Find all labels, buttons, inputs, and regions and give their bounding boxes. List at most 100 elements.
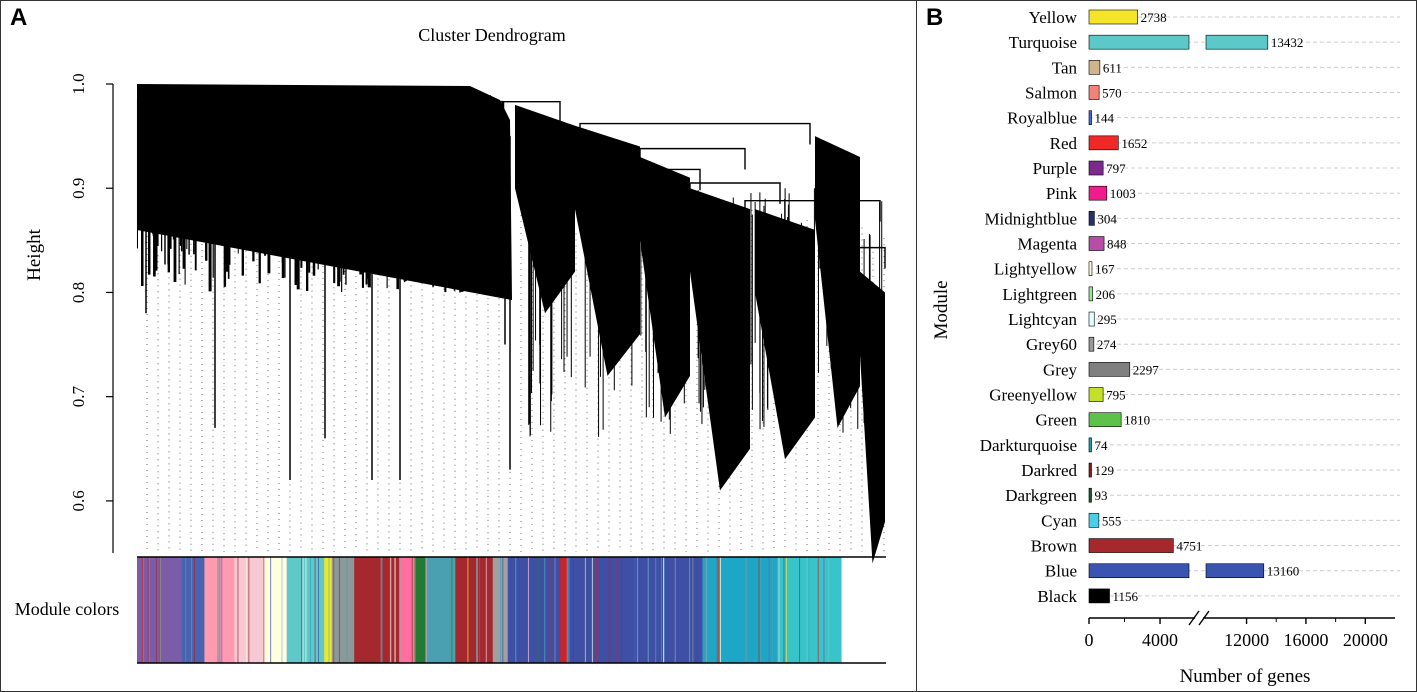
module-color-band	[264, 557, 287, 663]
module-color-stripe	[573, 557, 574, 663]
bar-category-label: Lightgreen	[1002, 285, 1077, 304]
module-color-stripe	[194, 557, 195, 663]
bar-category-label: Grey	[1043, 360, 1077, 379]
bar-rows: Yellow 2738 Turquoise 13432 Tan 611 Salmon 570 R…	[980, 8, 1304, 606]
bar	[1206, 564, 1264, 578]
module-color-stripe	[381, 557, 382, 663]
bar-value-label: 129	[1095, 463, 1115, 478]
module-color-stripe	[318, 557, 319, 663]
module-color-stripe	[315, 557, 316, 663]
module-color-stripe	[414, 557, 415, 663]
bar-value-label: 206	[1096, 287, 1116, 302]
module-colors-label: Module colors	[15, 599, 119, 619]
bar-category-label: Blue	[1045, 562, 1077, 581]
y-tick-label: 0.9	[69, 178, 88, 199]
bar	[1089, 86, 1099, 100]
module-color-stripe	[442, 557, 443, 663]
module-color-band	[324, 557, 332, 663]
module-color-stripe	[263, 557, 264, 663]
module-color-stripe	[149, 557, 150, 663]
module-color-stripe	[430, 557, 431, 663]
bar-value-label: 797	[1106, 161, 1126, 176]
module-color-stripe	[305, 557, 306, 663]
bar-value-label: 555	[1102, 513, 1122, 528]
module-color-stripe	[799, 557, 800, 663]
module-color-band	[354, 557, 399, 663]
bar	[1089, 413, 1121, 427]
module-color-stripe	[786, 557, 787, 663]
module-color-stripe	[661, 557, 662, 663]
module-color-stripe	[148, 557, 149, 663]
module-color-stripe	[390, 557, 391, 663]
bar-category-label: Grey60	[1026, 335, 1077, 354]
bar	[1089, 262, 1092, 276]
y-tick-label: 1.0	[69, 73, 88, 94]
bar-category-label: Midnightblue	[984, 209, 1077, 228]
y-tick-label: 0.7	[69, 386, 88, 408]
module-color-stripe	[655, 557, 656, 663]
bar-value-label: 848	[1107, 237, 1127, 252]
module-color-stripe	[513, 557, 514, 663]
bar-value-label: 2738	[1141, 10, 1167, 25]
bar-category-label: Black	[1037, 587, 1077, 606]
bar	[1089, 539, 1173, 553]
module-color-stripe	[515, 557, 516, 663]
module-color-stripe	[467, 557, 468, 663]
module-color-stripe	[696, 557, 697, 663]
bar-category-label: Royalblue	[1007, 109, 1077, 128]
module-color-stripe	[156, 557, 157, 663]
module-color-stripe	[477, 557, 478, 663]
bar-category-label: Tan	[1052, 58, 1078, 77]
module-color-stripe	[159, 557, 160, 663]
module-color-stripe	[663, 557, 664, 663]
module-color-stripe	[779, 557, 780, 663]
module-color-stripe	[329, 557, 330, 663]
bar-value-label: 1156	[1113, 589, 1139, 604]
bar	[1089, 388, 1103, 402]
module-color-stripe	[706, 557, 707, 663]
bar	[1089, 438, 1092, 452]
module-color-stripe	[412, 557, 413, 663]
module-color-stripe	[451, 557, 452, 663]
module-color-stripe	[500, 557, 501, 663]
module-color-stripe	[571, 557, 572, 663]
module-color-band	[702, 557, 777, 663]
module-color-band	[425, 557, 455, 663]
module-color-stripe	[616, 557, 617, 663]
module-color-stripe	[621, 557, 622, 663]
module-color-stripe	[394, 557, 395, 663]
module-color-stripe	[339, 557, 340, 663]
dendrogram-cluster	[815, 136, 860, 428]
module-color-stripe	[783, 557, 784, 663]
dendrogram-title: Cluster Dendrogram	[418, 25, 565, 45]
bar-value-label: 2297	[1133, 362, 1160, 377]
bar	[1089, 161, 1103, 175]
bar-category-label: Darkturquoise	[980, 436, 1077, 455]
bar-category-label: Purple	[1033, 159, 1077, 178]
module-color-stripe	[538, 557, 539, 663]
x-tick-label: 16000	[1283, 630, 1328, 650]
bar-gridlines	[1089, 17, 1400, 596]
bar-category-label: Yellow	[1029, 8, 1078, 27]
module-color-stripe	[191, 557, 192, 663]
bar	[1089, 589, 1110, 603]
bar-category-label: Greenyellow	[989, 386, 1078, 405]
bar-value-label: 167	[1095, 262, 1115, 277]
bar-value-label: 1810	[1124, 413, 1150, 428]
bar-category-label: Pink	[1046, 184, 1078, 203]
bar	[1089, 564, 1189, 578]
module-color-stripe	[828, 557, 829, 663]
module-color-stripe	[221, 557, 222, 663]
module-color-stripe	[585, 557, 586, 663]
module-color-stripe	[675, 557, 676, 663]
bar-value-label: 74	[1095, 438, 1109, 453]
module-color-stripe	[596, 557, 597, 663]
module-color-stripe	[382, 557, 383, 663]
bar-category-label: Lightyellow	[994, 260, 1078, 279]
module-color-stripe	[248, 557, 249, 663]
module-color-stripe	[270, 557, 271, 663]
module-color-stripe	[818, 557, 819, 663]
module-color-stripe	[692, 557, 693, 663]
module-color-stripe	[502, 557, 503, 663]
module-color-stripe	[609, 557, 610, 663]
